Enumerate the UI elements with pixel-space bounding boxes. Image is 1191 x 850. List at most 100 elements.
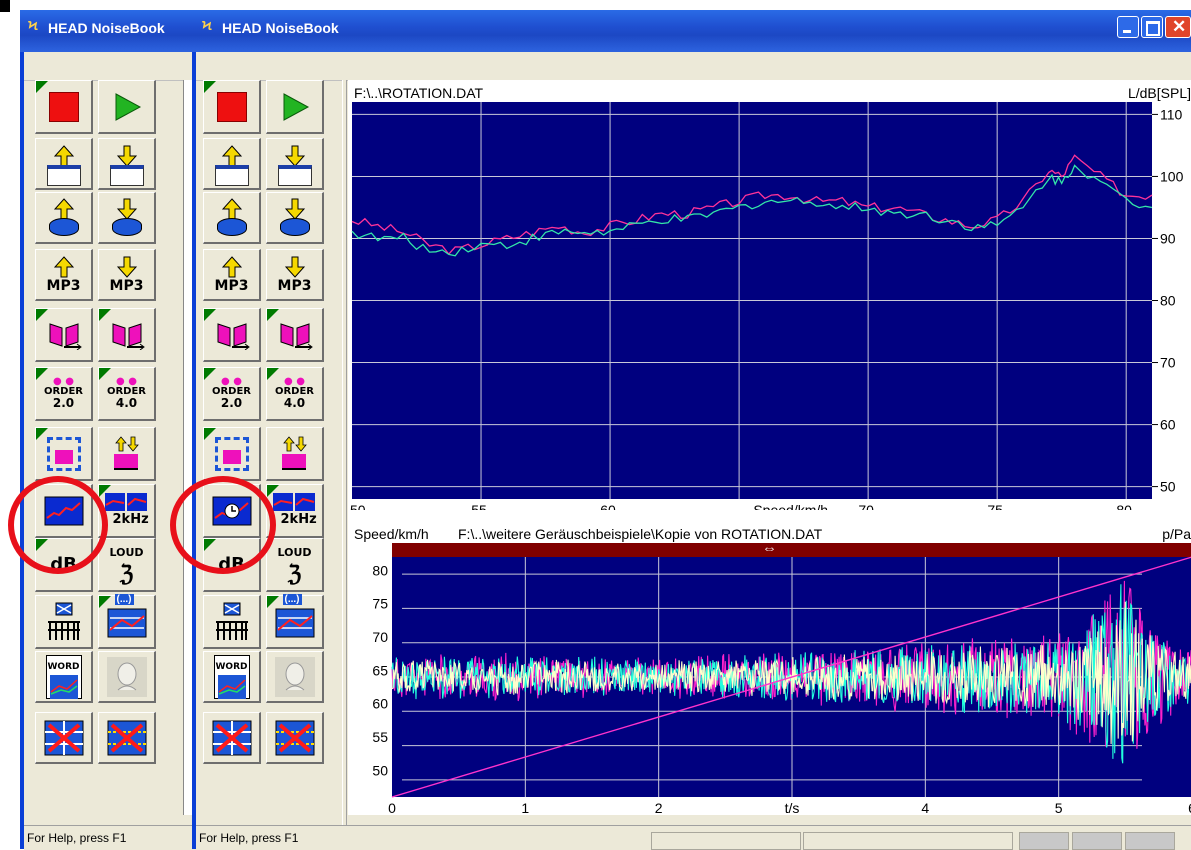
export-mp3-button[interactable]: MP3	[98, 249, 156, 301]
load-disk-button[interactable]	[35, 192, 93, 244]
delete-grid-button[interactable]	[35, 712, 93, 764]
resize-handle-icon[interactable]: ⇔	[762, 540, 777, 557]
chart-splitter-bar[interactable]: ⇔	[392, 540, 1191, 557]
order-2-button[interactable]: ● ● ORDER 2.0	[35, 367, 93, 421]
save-disk-icon	[267, 193, 322, 242]
word-export-icon: WORD	[204, 652, 259, 701]
delete-markers-icon	[99, 713, 154, 762]
bottom-chart-panel: Speed/km/h F:\..\weitere Geräuschbeispie…	[348, 510, 1191, 816]
level-adjust-icon	[99, 428, 154, 479]
filter-bank-button[interactable]	[35, 595, 93, 649]
dropdown-corner-icon	[99, 309, 111, 321]
select-frame-button[interactable]	[35, 427, 93, 481]
play-icon	[99, 81, 154, 132]
head-simulation-button[interactable]	[266, 651, 324, 703]
dropdown-corner-icon	[99, 596, 111, 608]
save-window-button[interactable]	[266, 138, 324, 190]
dropdown-corner-icon	[36, 81, 48, 93]
status-panel	[1125, 832, 1175, 850]
delete-grid-button[interactable]	[203, 712, 261, 764]
select-frame-icon	[204, 428, 259, 479]
dropdown-corner-icon	[36, 368, 48, 380]
word-export-button[interactable]: WORD	[35, 651, 93, 703]
filter-bank-button[interactable]	[203, 595, 261, 649]
pressure-trace	[391, 584, 1191, 764]
left-border	[192, 52, 196, 849]
order-2-icon: ● ● ORDER 2.0	[43, 376, 84, 410]
delete-markers-button[interactable]	[266, 712, 324, 764]
close-button[interactable]: ✕	[1165, 16, 1191, 38]
y-tick-label: 70	[1160, 355, 1176, 371]
load-window-icon	[36, 139, 91, 188]
series-line	[351, 154, 1153, 256]
filter-select-button[interactable]: (...)	[266, 594, 324, 649]
filter-select-icon: (...)	[99, 594, 154, 647]
load-window-button[interactable]	[35, 138, 93, 190]
save-disk-button[interactable]	[98, 192, 156, 244]
load-disk-icon	[204, 193, 259, 242]
report-button[interactable]	[35, 308, 93, 362]
filter-bank-icon	[204, 596, 259, 647]
spectrum-2khz-button[interactable]: 2kHz	[266, 484, 324, 538]
status-panel	[651, 832, 801, 850]
import-mp3-button[interactable]: MP3	[35, 249, 93, 301]
dropdown-corner-icon	[99, 368, 111, 380]
stop-icon	[204, 81, 259, 132]
back-toolbar: MP3 MP3 ● ● ORDER 2.0 ● ● ORDER 4.0 2kHz dB LOUD ℨ(…	[35, 80, 160, 820]
level-adjust-button[interactable]	[98, 427, 156, 481]
spectrum-2khz-icon: 2kHz	[99, 485, 154, 536]
back-chart-strip	[183, 80, 192, 815]
stop-button[interactable]	[35, 80, 93, 134]
delete-markers-icon	[267, 713, 322, 762]
y-tick-label: 50	[1160, 479, 1176, 495]
load-disk-button[interactable]	[203, 192, 261, 244]
select-frame-button[interactable]	[203, 427, 261, 481]
save-disk-icon	[99, 193, 154, 242]
dark-corner-mark	[0, 0, 10, 12]
loudness-button[interactable]: LOUD ℨ	[98, 538, 156, 592]
stop-icon	[36, 81, 91, 132]
save-disk-button[interactable]	[266, 192, 324, 244]
play-button[interactable]	[266, 80, 324, 134]
stop-button[interactable]	[203, 80, 261, 134]
y-tick-label: 55	[372, 729, 388, 745]
report-button[interactable]	[203, 308, 261, 362]
order-2-button[interactable]: ● ● ORDER 2.0	[203, 367, 261, 421]
loudness-button[interactable]: LOUD ℨ	[266, 538, 324, 592]
toolbar-separator	[342, 80, 347, 825]
load-window-button[interactable]	[203, 138, 261, 190]
dropdown-corner-icon	[267, 596, 279, 608]
report-button[interactable]	[98, 308, 156, 362]
y-tick-label: 75	[372, 596, 388, 612]
back-window-titlebar[interactable]: Ϟ HEAD NoiseBook	[20, 10, 210, 52]
export-mp3-icon: MP3	[267, 250, 322, 299]
dropdown-corner-icon	[204, 428, 216, 440]
head-simulation-button[interactable]	[98, 651, 156, 703]
front-window-titlebar[interactable]: Ϟ HEAD NoiseBook ✕	[192, 10, 1191, 52]
level-adjust-button[interactable]	[266, 427, 324, 481]
y-tick-label: 60	[372, 696, 388, 712]
minimize-button[interactable]	[1117, 16, 1139, 38]
y-tick-label: 80	[1160, 293, 1176, 309]
word-export-button[interactable]: WORD	[203, 651, 261, 703]
report-button[interactable]	[266, 308, 324, 362]
x-tick-label: 5	[1055, 800, 1063, 816]
import-mp3-button[interactable]: MP3	[203, 249, 261, 301]
delete-grid-icon	[36, 713, 91, 762]
pressure-trace	[391, 601, 1191, 745]
delete-markers-button[interactable]	[98, 712, 156, 764]
order-4-icon: ● ● ORDER 4.0	[274, 376, 315, 410]
status-text: For Help, press F1	[199, 831, 299, 845]
filter-select-button[interactable]: (...)	[98, 594, 156, 649]
export-mp3-button[interactable]: MP3	[266, 249, 324, 301]
play-icon	[267, 81, 322, 132]
order-4-button[interactable]: ● ● ORDER 4.0	[266, 367, 324, 421]
save-window-button[interactable]	[98, 138, 156, 190]
maximize-button[interactable]	[1141, 16, 1163, 38]
y-tick-label: 90	[1160, 230, 1176, 246]
order-4-button[interactable]: ● ● ORDER 4.0	[98, 367, 156, 421]
play-button[interactable]	[98, 80, 156, 134]
y-tick-label: 110	[1160, 106, 1183, 122]
head-simulation-icon	[99, 652, 154, 701]
x-tick-label: 0	[388, 800, 396, 816]
